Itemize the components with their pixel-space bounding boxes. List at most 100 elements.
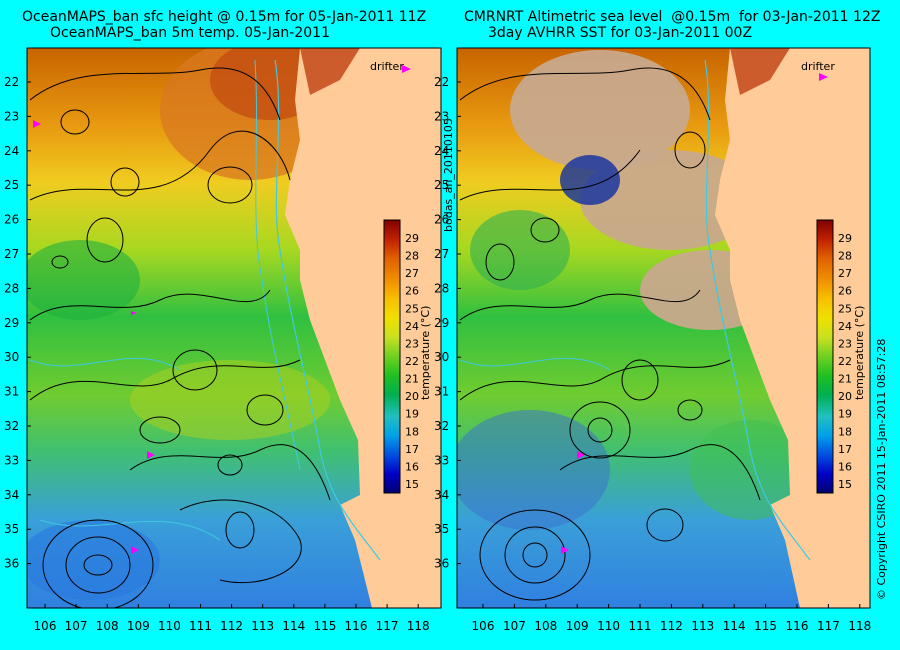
latitude-tick-label-23: 23 — [434, 109, 449, 123]
run-id-label: bodas_an_20110105 — [442, 118, 455, 232]
latitude-tick-label-30: 30 — [4, 350, 19, 364]
colorbar-tick-label-28: 28 — [838, 250, 852, 263]
right-bathymetry — [704, 59, 811, 561]
longitude-tick-label-116: 116 — [786, 619, 809, 633]
longitude-tick-label-106: 106 — [472, 619, 495, 633]
left-drifter-markers — [33, 120, 155, 554]
left-drifter-label: drifter — [370, 60, 404, 73]
longitude-tick-label-114: 114 — [282, 619, 305, 633]
right-title-line2: 3day AVHRR SST for 03-Jan-2011 00Z — [488, 25, 753, 41]
colorbar-tick-label-18: 18 — [838, 425, 852, 438]
right-drifter-markers — [561, 451, 585, 554]
colorbar-tick-label-26: 26 — [405, 285, 419, 298]
colorbar-tick-label-15: 15 — [838, 478, 852, 491]
longitude-tick-label-110: 110 — [597, 619, 620, 633]
longitude-tick-label-113: 113 — [691, 619, 714, 633]
colorbar-tick-label-22: 22 — [405, 355, 419, 368]
colorbar-tick-label-19: 19 — [405, 408, 419, 421]
right-contours — [459, 67, 761, 601]
longitude-tick-label-109: 109 — [127, 619, 150, 633]
longitude-tick-label-107: 107 — [65, 619, 88, 633]
latitude-tick-label-31: 31 — [434, 385, 449, 399]
longitude-tick-label-110: 110 — [158, 619, 181, 633]
latitude-tick-label-24: 24 — [434, 144, 449, 158]
colorbar-tick-label-16: 16 — [838, 460, 852, 473]
copyright-label: © Copyright CSIRO 2011 15-Jan-2011 08:57… — [875, 339, 888, 600]
latitude-tick-label-23: 23 — [4, 109, 19, 123]
longitude-tick-label-111: 111 — [189, 619, 212, 633]
colorbar-tick-label-27: 27 — [405, 267, 419, 280]
left-contours — [29, 67, 331, 608]
right-map-panel — [457, 48, 870, 608]
latitude-tick-label-32: 32 — [4, 419, 19, 433]
colorbar-tick-label-17: 17 — [405, 443, 419, 456]
longitude-tick-label-117: 117 — [817, 619, 840, 633]
left-latitude-labels: 22 23 24 25 26 27 28 29 30 31 32 33 34 35 36 — [4, 75, 31, 571]
left-land — [285, 48, 441, 608]
right-latitude-labels: 22 23 24 25 26 27 28 29 30 31 32 33 34 35 36 — [434, 75, 461, 571]
right-colorbar-label: temperature (°C) — [853, 306, 866, 400]
colorbar-tick-label-17: 17 — [838, 443, 852, 456]
latitude-tick-label-22: 22 — [434, 75, 449, 89]
colorbar-tick-label-27: 27 — [838, 267, 852, 280]
colorbar-tick-label-29: 29 — [838, 232, 852, 245]
latitude-tick-label-24: 24 — [4, 144, 19, 158]
latitude-tick-label-30: 30 — [434, 350, 449, 364]
left-colorbar-label: temperature (°C) — [419, 306, 432, 400]
latitude-tick-label-33: 33 — [4, 453, 19, 467]
left-title-line1: OceanMAPS_ban sfc height @ 0.15m for 05-… — [22, 9, 427, 25]
longitude-tick-label-112: 112 — [660, 619, 683, 633]
colorbar-tick-label-23: 23 — [405, 337, 419, 350]
latitude-tick-label-25: 25 — [434, 178, 449, 192]
latitude-tick-label-32: 32 — [434, 419, 449, 433]
longitude-tick-label-106: 106 — [34, 619, 57, 633]
latitude-tick-label-33: 33 — [434, 453, 449, 467]
latitude-tick-label-31: 31 — [4, 385, 19, 399]
latitude-tick-label-34: 34 — [434, 488, 449, 502]
latitude-tick-label-25: 25 — [4, 178, 19, 192]
latitude-tick-label-28: 28 — [4, 281, 19, 295]
latitude-tick-label-27: 27 — [434, 247, 449, 261]
left-drifter-legend-icon — [402, 65, 411, 73]
latitude-tick-label-22: 22 — [4, 75, 19, 89]
colorbar-tick-label-20: 20 — [838, 390, 852, 403]
right-title-line1: CMRNRT Altimetric sea level @0.15m for 0… — [464, 9, 881, 25]
colorbar-tick-label-15: 15 — [405, 478, 419, 491]
latitude-tick-label-28: 28 — [434, 281, 449, 295]
left-bathymetry — [274, 59, 381, 561]
left-map-panel — [27, 48, 441, 608]
left-colorbar: 15 16 17 18 19 20 21 22 23 24 25 26 27 28 29 — [383, 219, 419, 494]
colorbar-tick-label-24: 24 — [838, 320, 852, 333]
longitude-tick-label-115: 115 — [754, 619, 777, 633]
longitude-tick-label-118: 118 — [407, 619, 430, 633]
left-longitude-labels: 106 107 108 109 110 111 112 113 114 115 116 117 118 — [34, 604, 430, 633]
longitude-tick-label-118: 118 — [848, 619, 871, 633]
latitude-tick-label-35: 35 — [434, 522, 449, 536]
latitude-tick-label-29: 29 — [434, 316, 449, 330]
colorbar-tick-label-23: 23 — [838, 337, 852, 350]
colorbar-tick-label-25: 25 — [405, 302, 419, 315]
latitude-tick-label-36: 36 — [4, 557, 19, 571]
colorbar-tick-label-18: 18 — [405, 425, 419, 438]
colorbar-tick-label-20: 20 — [405, 390, 419, 403]
longitude-tick-label-111: 111 — [629, 619, 652, 633]
colorbar-tick-label-24: 24 — [405, 320, 419, 333]
longitude-tick-label-108: 108 — [534, 619, 557, 633]
latitude-tick-label-34: 34 — [4, 488, 19, 502]
right-longitude-labels: 106 107 108 109 110 111 112 113 114 115 116 117 118 — [472, 604, 871, 633]
right-drifter-label: drifter — [801, 60, 835, 73]
colorbar-tick-label-21: 21 — [405, 373, 419, 386]
latitude-tick-label-26: 26 — [4, 213, 19, 227]
colorbar-tick-label-26: 26 — [838, 285, 852, 298]
colorbar-tick-label-16: 16 — [405, 460, 419, 473]
longitude-tick-label-114: 114 — [723, 619, 746, 633]
right-drifter-legend-icon — [819, 73, 828, 81]
longitude-tick-label-107: 107 — [503, 619, 526, 633]
longitude-tick-label-115: 115 — [313, 619, 336, 633]
colorbar-tick-label-28: 28 — [405, 250, 419, 263]
left-title-line2: OceanMAPS_ban 5m temp. 05-Jan-2011 — [50, 25, 330, 41]
longitude-tick-label-113: 113 — [251, 619, 274, 633]
longitude-tick-label-108: 108 — [96, 619, 119, 633]
colorbar-tick-label-22: 22 — [838, 355, 852, 368]
